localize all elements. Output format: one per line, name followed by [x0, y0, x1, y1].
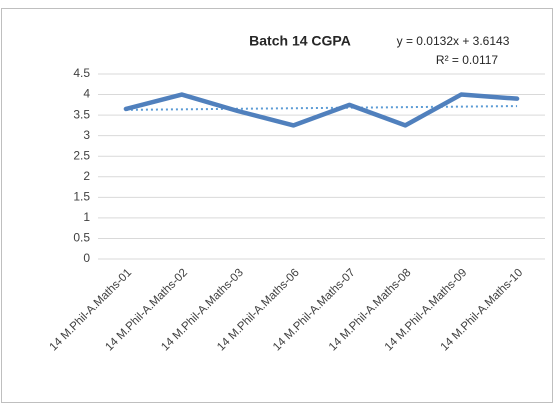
chart-border	[1, 8, 553, 403]
y-tick-label: 1	[83, 210, 90, 224]
y-tick-label: 2	[83, 169, 90, 183]
trend-r2: R² = 0.0117	[436, 53, 498, 67]
chart-title: Batch 14 CGPA	[249, 33, 351, 49]
trend-equation: y = 0.0132x + 3.6143	[397, 34, 510, 48]
y-tick-label: 1.5	[73, 190, 90, 204]
y-tick-label: 3	[83, 128, 90, 142]
y-tick-label: 2.5	[73, 148, 90, 162]
y-tick-label: 0.5	[73, 231, 90, 245]
y-tick-label: 3.5	[73, 107, 90, 121]
trendline	[125, 105, 518, 111]
y-tick-label: 4	[83, 87, 90, 101]
y-tick-label: 0	[83, 251, 90, 265]
data-line	[123, 92, 520, 128]
y-tick-label: 4.5	[73, 66, 90, 80]
